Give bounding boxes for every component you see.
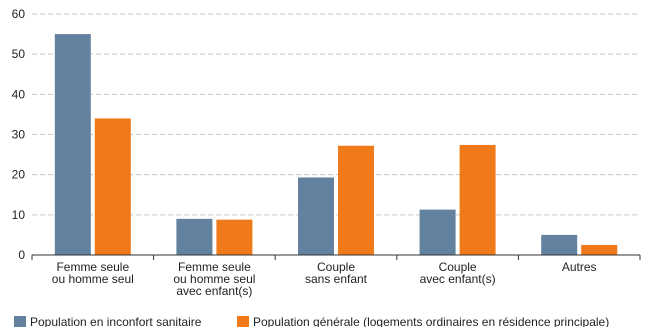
y-axis-ticks: 0 10 20 30 40 50 60 — [12, 7, 26, 262]
bar — [338, 146, 374, 255]
bar — [55, 34, 91, 255]
y-tick-label: 30 — [12, 128, 26, 142]
bar — [541, 235, 577, 255]
bar — [581, 245, 617, 255]
y-tick-label: 0 — [18, 248, 25, 262]
bar — [95, 118, 131, 255]
y-tick-label: 60 — [12, 7, 26, 21]
category-label: Autres — [562, 260, 597, 274]
bar — [176, 219, 212, 255]
category-label: avec enfant(s) — [420, 272, 496, 286]
bar — [420, 210, 456, 255]
y-tick-label: 10 — [12, 208, 26, 222]
category-label: avec enfant(s) — [176, 284, 252, 298]
legend-label: Population générale (logements ordinaire… — [253, 315, 609, 327]
y-tick-label: 50 — [12, 47, 26, 61]
bar — [298, 177, 334, 255]
legend-label: Population en inconfort sanitaire — [30, 315, 202, 327]
y-tick-label: 20 — [12, 168, 26, 182]
legend: Population en inconfort sanitaire Populat… — [14, 315, 609, 327]
legend-swatch — [14, 316, 26, 327]
bar — [216, 220, 252, 255]
legend-swatch — [237, 316, 249, 327]
category-label: ou homme seul — [52, 272, 134, 286]
bar — [460, 145, 496, 255]
y-tick-label: 40 — [12, 87, 26, 101]
category-label: sans enfant — [305, 272, 368, 286]
bars — [55, 34, 617, 255]
